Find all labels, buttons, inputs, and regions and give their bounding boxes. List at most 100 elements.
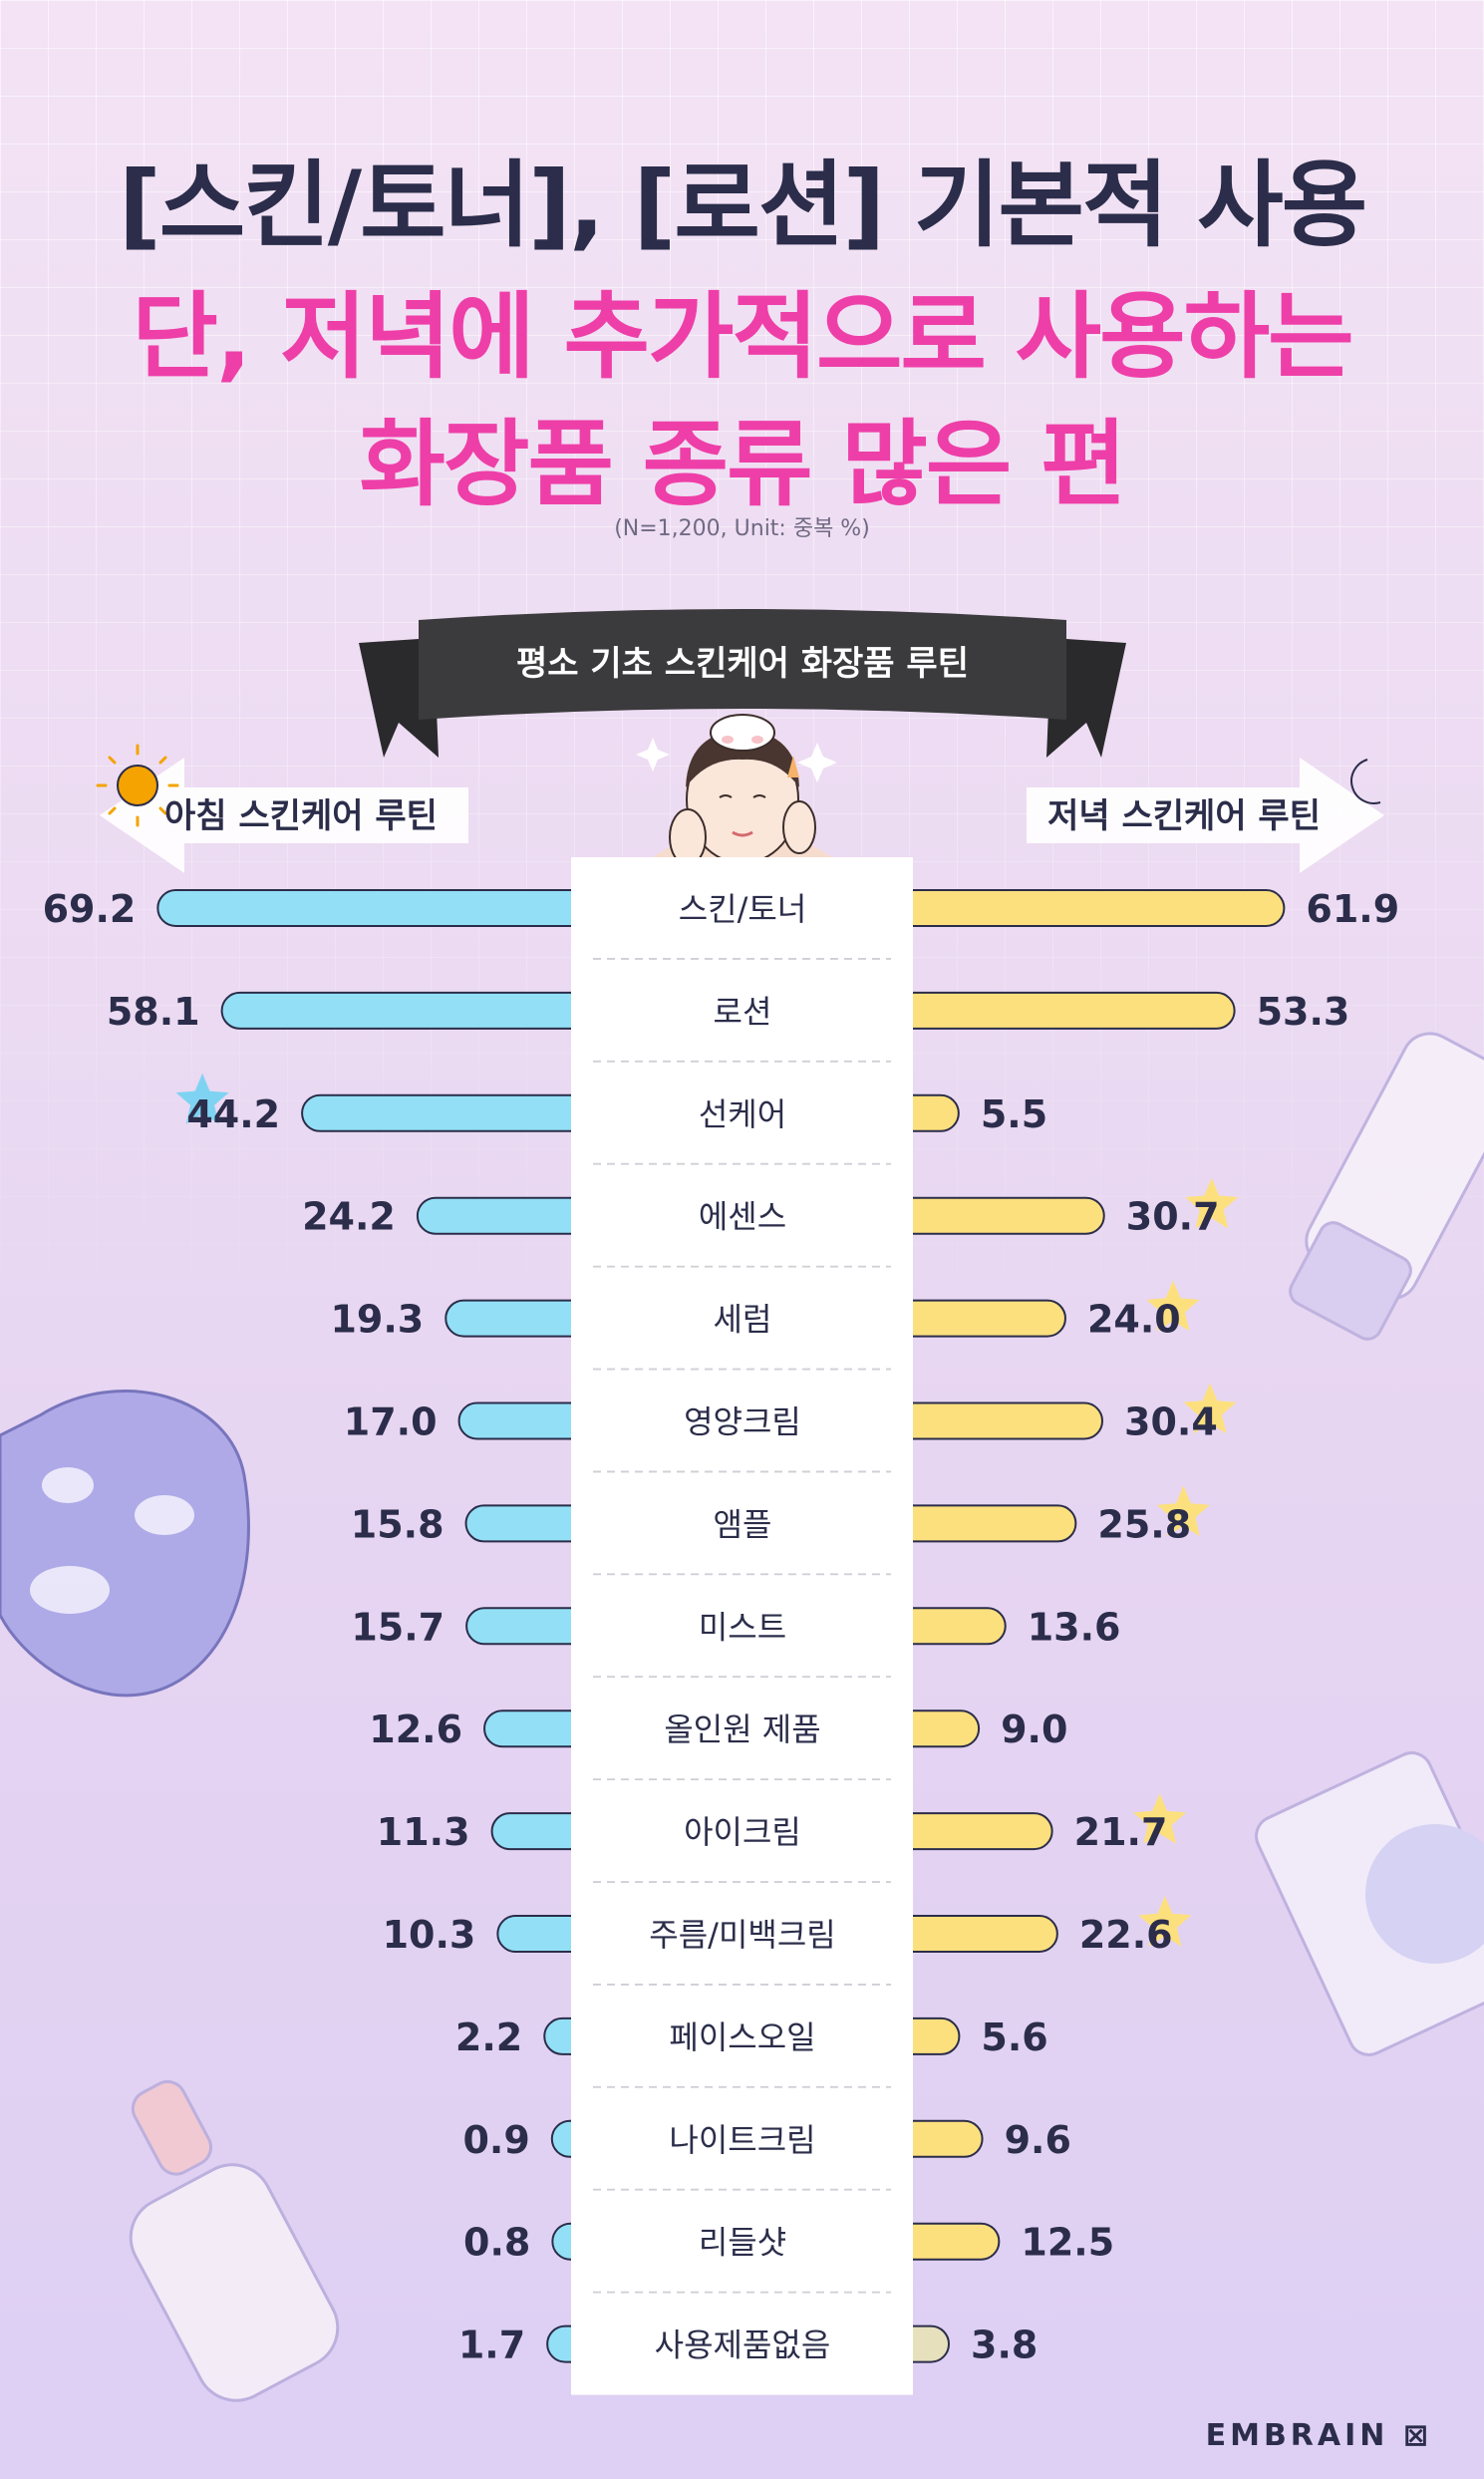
category-cell — [571, 1267, 913, 1370]
evening-bar — [890, 1196, 1105, 1235]
tube-decoration — [1255, 1751, 1484, 2056]
morning-bar — [301, 1093, 594, 1132]
evening-bar — [890, 1915, 1058, 1953]
highlight-star-icon — [1138, 1896, 1192, 1947]
brand-name: EMBRAIN — [1205, 2418, 1389, 2453]
category-label: 선케어 — [699, 1095, 786, 1133]
category-label: 리들샷 — [699, 2224, 786, 2262]
morning-bar — [445, 1299, 594, 1338]
sheet-mask-decoration — [0, 1390, 250, 1698]
moon-icon — [1350, 759, 1381, 804]
morning-value-label: 1.7 — [458, 2324, 525, 2367]
morning-bar — [156, 889, 594, 927]
category-cell — [571, 1472, 913, 1575]
evening-value-label: 30.4 — [1124, 1400, 1218, 1444]
category-label: 영양크림 — [684, 1403, 801, 1441]
evening-bar — [890, 991, 1236, 1030]
evening-value-label: 5.6 — [981, 2015, 1047, 2059]
morning-value-label: 0.9 — [462, 2118, 529, 2162]
evening-bar — [890, 1299, 1066, 1338]
category-label: 주름/미백크림 — [649, 1916, 835, 1954]
highlight-star-icon — [1183, 1383, 1237, 1434]
serum-bottle-decoration — [129, 2079, 340, 2402]
morning-bar — [220, 991, 594, 1030]
morning-value-label: 10.3 — [383, 1913, 476, 1957]
category-cell — [571, 1164, 913, 1267]
category-cell — [571, 1678, 913, 1780]
brand-mark-icon: ⊠ — [1402, 2418, 1432, 2453]
evening-value-label: 30.7 — [1126, 1195, 1220, 1239]
evening-value-label: 12.5 — [1021, 2221, 1114, 2265]
category-label: 에센스 — [699, 1198, 786, 1236]
evening-series-label: 저녁 스킨케어 루틴 — [1047, 796, 1321, 836]
morning-value-label: 24.2 — [302, 1195, 396, 1239]
category-cell — [571, 1062, 913, 1164]
unit-note: (N=1,200, Unit: 중복 %) — [614, 516, 870, 541]
evening-bar — [890, 1812, 1053, 1851]
category-label: 세럼 — [714, 1301, 772, 1339]
category-cell — [571, 2293, 913, 2395]
morning-value-label: 19.3 — [330, 1298, 424, 1342]
evening-value-label: 5.5 — [981, 1092, 1047, 1136]
morning-value-label: 2.2 — [455, 2015, 522, 2059]
title-line-3: 화장품 종류 많은 편 — [359, 411, 1126, 519]
category-label: 미스트 — [699, 1608, 786, 1646]
title-line-1: [스킨/토너], [로션] 기본적 사용 — [118, 152, 1367, 260]
category-cell — [571, 959, 913, 1062]
evening-bar — [890, 1504, 1077, 1543]
title-line-2: 단, 저녁에 추가적으로 사용하는 — [132, 283, 1353, 392]
morning-value-label: 12.6 — [369, 1707, 462, 1751]
category-label: 사용제품없음 — [655, 2326, 831, 2364]
morning-value-label: 15.7 — [351, 1605, 445, 1649]
sun-icon — [96, 744, 179, 827]
bar-rows: 스킨/토너 69.2 61.9 로션 58.1 53.3 선케어 44.2 5.5 에센스 24.2… — [43, 857, 1399, 2395]
category-cell — [571, 1370, 913, 1472]
evening-value-label: 9.6 — [1005, 2118, 1071, 2162]
morning-value-label: 0.8 — [463, 2221, 530, 2265]
banner-text: 평소 기초 스킨케어 화장품 루틴 — [516, 644, 969, 684]
brand-logo: EMBRAIN ⊠ — [1206, 2418, 1432, 2453]
evening-value-label: 24.0 — [1087, 1298, 1181, 1342]
evening-value-label: 13.6 — [1028, 1605, 1121, 1649]
highlight-star-icon — [1133, 1793, 1187, 1844]
category-label: 올인원 제품 — [664, 1710, 820, 1748]
category-label: 스킨/토너 — [679, 890, 807, 928]
morning-value-label: 17.0 — [344, 1400, 438, 1444]
morning-series-label: 아침 스킨케어 루틴 — [164, 796, 438, 836]
morning-value-label: 44.2 — [186, 1092, 280, 1136]
category-label: 앰플 — [714, 1505, 772, 1543]
evening-value-label: 22.6 — [1079, 1913, 1173, 1957]
morning-value-label: 11.3 — [377, 1810, 470, 1854]
evening-bar — [890, 889, 1286, 927]
evening-header: 저녁 스킨케어 루틴 — [1027, 758, 1384, 873]
evening-value-label: 3.8 — [971, 2324, 1038, 2367]
category-cell — [571, 2087, 913, 2190]
evening-bar — [890, 1401, 1104, 1440]
evening-value-label: 53.3 — [1257, 990, 1350, 1034]
category-label: 로션 — [714, 993, 772, 1031]
category-cell — [571, 1575, 913, 1678]
woman-illustration — [636, 714, 837, 867]
highlight-star-icon — [1185, 1177, 1239, 1229]
cream-tube-decoration — [1289, 1032, 1484, 1341]
morning-value-label: 15.8 — [351, 1502, 445, 1546]
category-label: 아이크림 — [684, 1813, 801, 1851]
evening-value-label: 61.9 — [1306, 887, 1399, 931]
morning-value-label: 69.2 — [43, 887, 137, 931]
category-cell — [571, 1883, 913, 1985]
highlight-star-icon — [1156, 1485, 1210, 1537]
category-cell — [571, 2190, 913, 2293]
highlight-star-icon — [175, 1073, 229, 1124]
evening-value-label: 9.0 — [1001, 1707, 1067, 1751]
category-cell — [571, 1985, 913, 2087]
category-label: 나이트크림 — [669, 2121, 815, 2159]
evening-value-label: 21.7 — [1074, 1810, 1168, 1854]
morning-value-label: 58.1 — [107, 990, 200, 1034]
highlight-star-icon — [1146, 1280, 1200, 1332]
title-banner: 평소 기초 스킨케어 화장품 루틴 — [359, 609, 1126, 758]
category-label: 페이스오일 — [669, 2018, 815, 2056]
category-cell — [571, 857, 913, 959]
evening-value-label: 25.8 — [1097, 1502, 1191, 1546]
morning-bar — [416, 1196, 594, 1235]
